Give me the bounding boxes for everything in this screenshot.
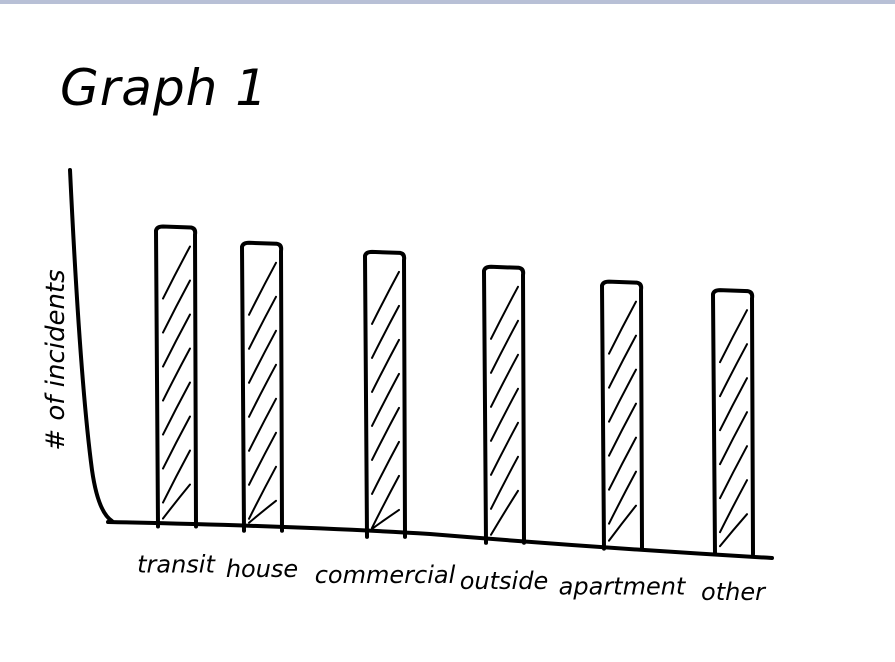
bar-outline-apartment	[600, 279, 644, 551]
bar-hatch-house	[248, 261, 277, 524]
x-tick-label-other: other	[701, 578, 767, 606]
bar-outline-house	[240, 240, 284, 533]
bar-transit	[154, 224, 198, 529]
bar-outline-commercial	[363, 249, 407, 539]
bar-outside	[482, 264, 526, 545]
bar-house	[240, 240, 284, 533]
x-tick-label-outside: outside	[460, 567, 548, 595]
x-tick-label-house: house	[226, 555, 298, 583]
bar-other	[711, 288, 755, 557]
chart-axes	[68, 168, 774, 560]
x-tick-label-apartment: apartment	[559, 573, 687, 601]
bar-commercial	[363, 249, 407, 539]
bar-hatch-other	[719, 309, 748, 548]
chart-title: Graph 1	[60, 59, 268, 117]
bar-hatch-apartment	[608, 300, 637, 542]
bar-hatch-transit	[162, 245, 191, 520]
bar-hatch-commercial	[371, 270, 400, 530]
bar-apartment	[600, 279, 644, 551]
y-axis-line	[68, 168, 114, 523]
top-window-rule	[0, 0, 895, 4]
bar-outline-other	[711, 288, 755, 557]
chart-title-group: Graph 1	[60, 59, 268, 117]
bar-outline-transit	[154, 224, 198, 529]
x-axis-line	[106, 520, 774, 560]
bar-outline-outside	[482, 264, 526, 545]
bar-hatch-outside	[490, 285, 519, 536]
bars-group	[154, 224, 755, 557]
y-axis-label: # of incidents	[41, 269, 71, 450]
x-tick-label-transit: transit	[137, 551, 216, 579]
x-tick-labels: transit house commercial outside apartment ot…	[137, 551, 767, 607]
x-tick-label-commercial: commercial	[315, 561, 456, 589]
y-axis-label-group: # of incidents	[41, 269, 71, 450]
